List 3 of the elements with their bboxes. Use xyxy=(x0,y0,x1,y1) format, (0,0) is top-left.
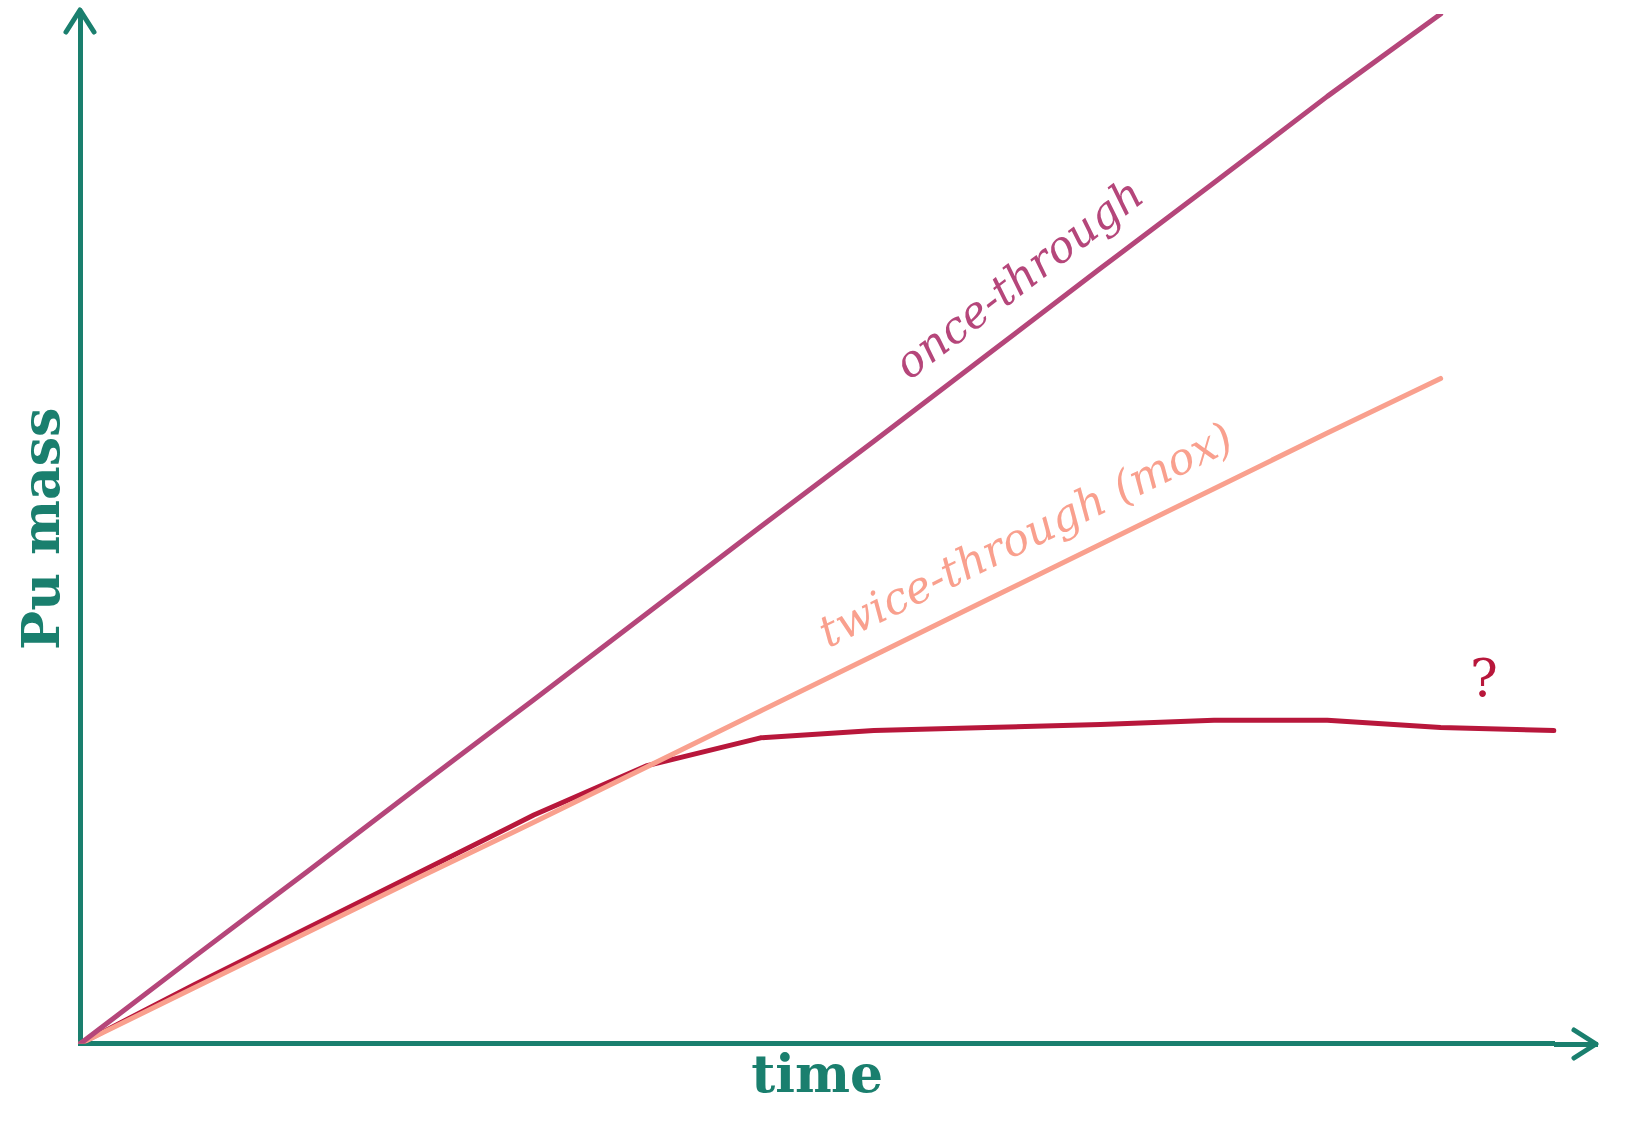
annotation: ? xyxy=(1470,648,1498,709)
y-axis-title: Pu mass xyxy=(9,407,71,650)
x-axis-title: time xyxy=(751,1043,884,1105)
